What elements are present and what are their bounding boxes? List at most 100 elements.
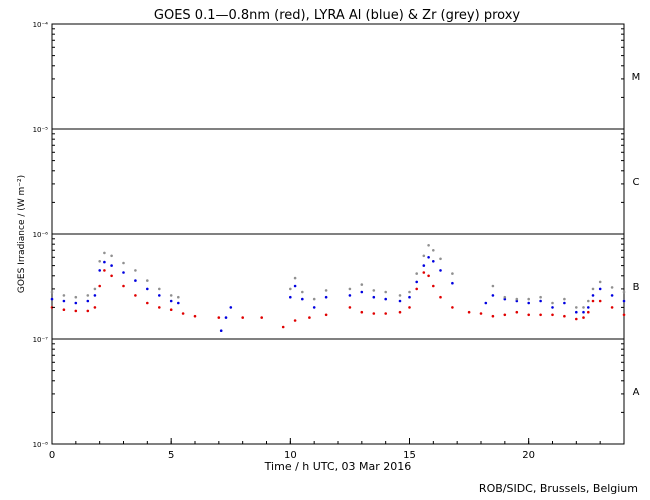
data-point bbox=[122, 284, 125, 288]
x-axis: 0 5 10 15 20 bbox=[49, 438, 625, 461]
data-point bbox=[146, 279, 149, 282]
data-point bbox=[169, 299, 173, 303]
data-point bbox=[146, 301, 149, 305]
data-point bbox=[86, 309, 90, 313]
data-point bbox=[260, 316, 264, 319]
data-point bbox=[622, 299, 626, 303]
data-point bbox=[563, 314, 566, 318]
data-point bbox=[134, 269, 137, 272]
x-tick-label: 10 bbox=[284, 450, 297, 461]
flare-class-label-c: C bbox=[633, 177, 640, 188]
data-point bbox=[582, 310, 585, 314]
data-point bbox=[451, 281, 454, 285]
data-point bbox=[439, 269, 442, 272]
data-point bbox=[491, 294, 495, 297]
data-point bbox=[312, 297, 316, 301]
data-point bbox=[582, 306, 585, 309]
data-point bbox=[622, 290, 626, 294]
data-point bbox=[134, 279, 137, 282]
data-point bbox=[439, 257, 442, 261]
data-point bbox=[467, 310, 471, 314]
data-point bbox=[398, 299, 402, 303]
data-point bbox=[348, 287, 352, 291]
data-point bbox=[384, 297, 388, 301]
data-point bbox=[103, 269, 106, 272]
data-point bbox=[539, 313, 542, 317]
data-point bbox=[503, 297, 507, 301]
data-point bbox=[539, 295, 542, 299]
data-point bbox=[422, 271, 426, 274]
data-point bbox=[527, 313, 530, 317]
data-point bbox=[598, 287, 602, 291]
data-point bbox=[427, 274, 430, 278]
data-point bbox=[360, 290, 364, 294]
data-point bbox=[422, 264, 426, 267]
data-point bbox=[169, 308, 173, 312]
data-point bbox=[610, 306, 614, 309]
data-point bbox=[181, 312, 185, 315]
data-point bbox=[591, 294, 595, 297]
data-point bbox=[408, 290, 411, 294]
data-point bbox=[372, 295, 376, 299]
data-point bbox=[86, 299, 90, 303]
y-tick-label: 10⁻⁵ bbox=[33, 126, 49, 134]
data-point bbox=[93, 294, 97, 297]
data-point bbox=[598, 299, 602, 303]
data-point bbox=[50, 297, 54, 301]
data-point bbox=[289, 295, 292, 299]
flare-class-label-a: A bbox=[633, 387, 640, 398]
data-point bbox=[348, 306, 352, 309]
data-point bbox=[324, 289, 328, 292]
data-point bbox=[398, 310, 402, 314]
x-tick-label: 20 bbox=[522, 450, 535, 461]
data-point bbox=[422, 254, 426, 258]
data-point bbox=[98, 260, 101, 263]
data-point bbox=[293, 319, 297, 322]
data-point bbox=[360, 283, 364, 286]
data-point bbox=[93, 306, 97, 309]
data-point bbox=[122, 271, 125, 274]
data-point bbox=[289, 287, 292, 291]
data-point bbox=[575, 306, 578, 309]
data-point bbox=[177, 295, 180, 299]
data-point bbox=[503, 313, 507, 317]
x-tick-label: 15 bbox=[403, 450, 416, 461]
data-point bbox=[324, 313, 328, 317]
data-point bbox=[281, 325, 285, 329]
data-point bbox=[217, 316, 221, 319]
data-point bbox=[348, 294, 352, 297]
data-point bbox=[427, 244, 430, 247]
data-point bbox=[432, 260, 435, 263]
data-point bbox=[110, 254, 113, 258]
data-point bbox=[587, 306, 590, 309]
data-point bbox=[427, 255, 430, 259]
data-point bbox=[62, 294, 66, 297]
data-point bbox=[575, 317, 578, 321]
y-tick-label: 10⁻⁴ bbox=[33, 21, 49, 29]
data-point bbox=[324, 295, 328, 299]
data-point bbox=[432, 284, 435, 288]
data-point bbox=[241, 316, 244, 319]
data-point bbox=[372, 289, 376, 292]
data-point bbox=[293, 276, 297, 280]
data-point bbox=[484, 301, 488, 305]
data-point bbox=[491, 284, 495, 288]
data-point bbox=[229, 306, 233, 309]
data-point bbox=[86, 294, 90, 297]
series-2 bbox=[50, 244, 626, 309]
data-point bbox=[408, 306, 411, 309]
data-point bbox=[122, 261, 125, 265]
data-point bbox=[451, 306, 454, 309]
data-point bbox=[398, 294, 402, 297]
data-point bbox=[103, 260, 106, 264]
data-point bbox=[98, 269, 101, 272]
data-point bbox=[74, 309, 78, 313]
y-axis: 10⁻⁸ 10⁻⁷ 10⁻⁶ 10⁻⁵ 10⁻⁴ bbox=[33, 21, 624, 449]
data-point bbox=[415, 280, 419, 284]
data-point bbox=[293, 284, 297, 288]
data-point bbox=[110, 264, 113, 267]
series-1 bbox=[50, 255, 626, 333]
data-point bbox=[177, 301, 180, 305]
data-point bbox=[575, 310, 578, 314]
